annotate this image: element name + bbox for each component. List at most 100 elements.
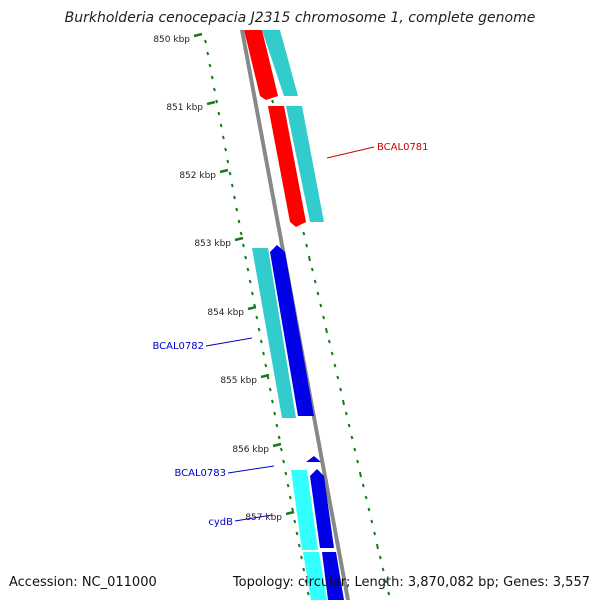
inner-track-dot [268, 387, 272, 392]
outer-track-dot [336, 375, 340, 380]
inner-track-dot [282, 459, 286, 464]
inner-track-dot [204, 39, 207, 44]
inner-track-dot [300, 555, 303, 560]
ruler: 850 kbp 851 kbp 852 kbp 853 kbp 854 kbp 855 k… [153, 32, 295, 523]
ruler-tick-mark [260, 373, 270, 379]
inner-track-dot [302, 567, 306, 572]
ruler-tick-label: 856 kbp [232, 445, 269, 455]
inner-track-dot [208, 63, 212, 68]
feature-label-bcal0783: BCAL0783 [174, 468, 226, 479]
inner-track-dot [244, 255, 248, 260]
outer-track-dot [302, 231, 306, 236]
feature-label-bcal0781: BCAL0781 [377, 142, 429, 153]
inner-dotted-track [204, 39, 310, 596]
feature-bar-forward-1 [262, 30, 298, 96]
outer-track-dot [356, 459, 360, 464]
inner-track-dot [304, 579, 308, 584]
inner-track-dot [206, 51, 210, 56]
inner-track-dot [239, 231, 243, 236]
cds-bar-reverse-2 [310, 469, 334, 548]
inner-track-dot [228, 171, 232, 176]
inner-track-dot [230, 183, 234, 188]
outer-track-dot [271, 99, 275, 104]
accession-label: Accession: NC_011000 [9, 575, 157, 590]
inner-track-dot [241, 243, 245, 248]
inner-track-dot [221, 135, 225, 140]
outer-track-dot [316, 291, 320, 296]
inner-track-dot [246, 267, 250, 272]
feature-bar-reverse-1 [252, 248, 296, 418]
inner-track-dot [257, 327, 261, 332]
outer-track-dot [384, 579, 388, 584]
feature-label-bcal0782: BCAL0782 [152, 341, 204, 352]
ruler-tick-label: 853 kbp [194, 239, 231, 249]
feature-label-cydb: cydB [208, 517, 233, 528]
inner-track-dot [212, 87, 216, 92]
ruler-tick-mark [285, 510, 295, 516]
ruler-tick-label: 851 kbp [166, 103, 203, 113]
outer-track-dot [378, 555, 382, 560]
genome-summary: Topology: circular; Length: 3,870,082 bp… [232, 575, 590, 590]
feature-bar-reverse-2 [291, 470, 318, 550]
inner-track-dot [217, 111, 221, 116]
outer-track-dot [333, 363, 337, 368]
inner-track-dot [273, 411, 277, 416]
inner-track-dot [248, 279, 252, 284]
outer-track-dot [341, 399, 345, 406]
outer-track-dot [307, 255, 311, 262]
inner-track-dot [210, 75, 214, 80]
outer-track-dot [364, 495, 368, 500]
outer-track-dot [353, 447, 357, 452]
outer-track-dot [322, 315, 326, 320]
outer-track-dot [305, 243, 309, 248]
feature-leader-line [205, 337, 253, 347]
cds-bar-forward-2 [268, 106, 306, 227]
ruler-tick-mark [234, 236, 244, 242]
inner-track-dot [284, 471, 288, 476]
inner-track-dot [286, 483, 290, 488]
inner-track-dot [233, 195, 236, 200]
ruler-tick-label: 855 kbp [220, 376, 257, 386]
feature-leader-line [227, 465, 275, 474]
inner-track-dot [226, 159, 230, 164]
outer-track-dot [319, 303, 323, 308]
outer-track-dot [330, 351, 334, 356]
ruler-tick-label: 857 kbp [245, 513, 282, 523]
outer-track-dot [373, 531, 377, 536]
cds-bar-reverse-4 [322, 552, 344, 600]
ruler-tick-mark [272, 442, 282, 448]
inner-track-dot [279, 447, 283, 452]
feature-bar-forward-2 [286, 106, 324, 222]
outer-track-dot [313, 279, 317, 284]
inner-track-dot [264, 363, 268, 368]
inner-track-dot [295, 531, 299, 536]
feature-bar-reverse-3 [303, 552, 327, 600]
ruler-tick-mark [219, 168, 229, 174]
outer-track-dot [361, 483, 365, 488]
inner-track-dot [262, 351, 265, 356]
outer-track-dot [367, 507, 371, 512]
outer-track-dot [347, 423, 351, 428]
inner-track-dot [219, 123, 223, 128]
ruler-tick-label: 852 kbp [179, 171, 216, 181]
outer-track-dot [381, 567, 385, 572]
ruler-tick-mark [206, 100, 216, 106]
feature-leader-line [234, 514, 273, 522]
inner-track-dot [224, 147, 228, 152]
outer-track-dot [344, 411, 348, 416]
inner-track-dot [250, 291, 254, 296]
outer-track-dot [339, 387, 343, 392]
inner-track-dot [259, 339, 263, 344]
ruler-tick-mark [247, 305, 257, 311]
inner-track-dot [291, 507, 294, 512]
inner-track-dot [277, 435, 281, 440]
outer-track-dot [370, 519, 374, 524]
feature-leader-line [326, 146, 375, 159]
inner-track-dot [215, 99, 219, 104]
inner-track-dot [306, 591, 310, 596]
cds-bar-reverse-3 [306, 456, 321, 462]
feature-labels: BCAL0781 BCAL0782 BCAL0783 cydB [152, 142, 428, 528]
inner-track-dot [255, 315, 259, 320]
inner-track-dot [288, 495, 292, 500]
